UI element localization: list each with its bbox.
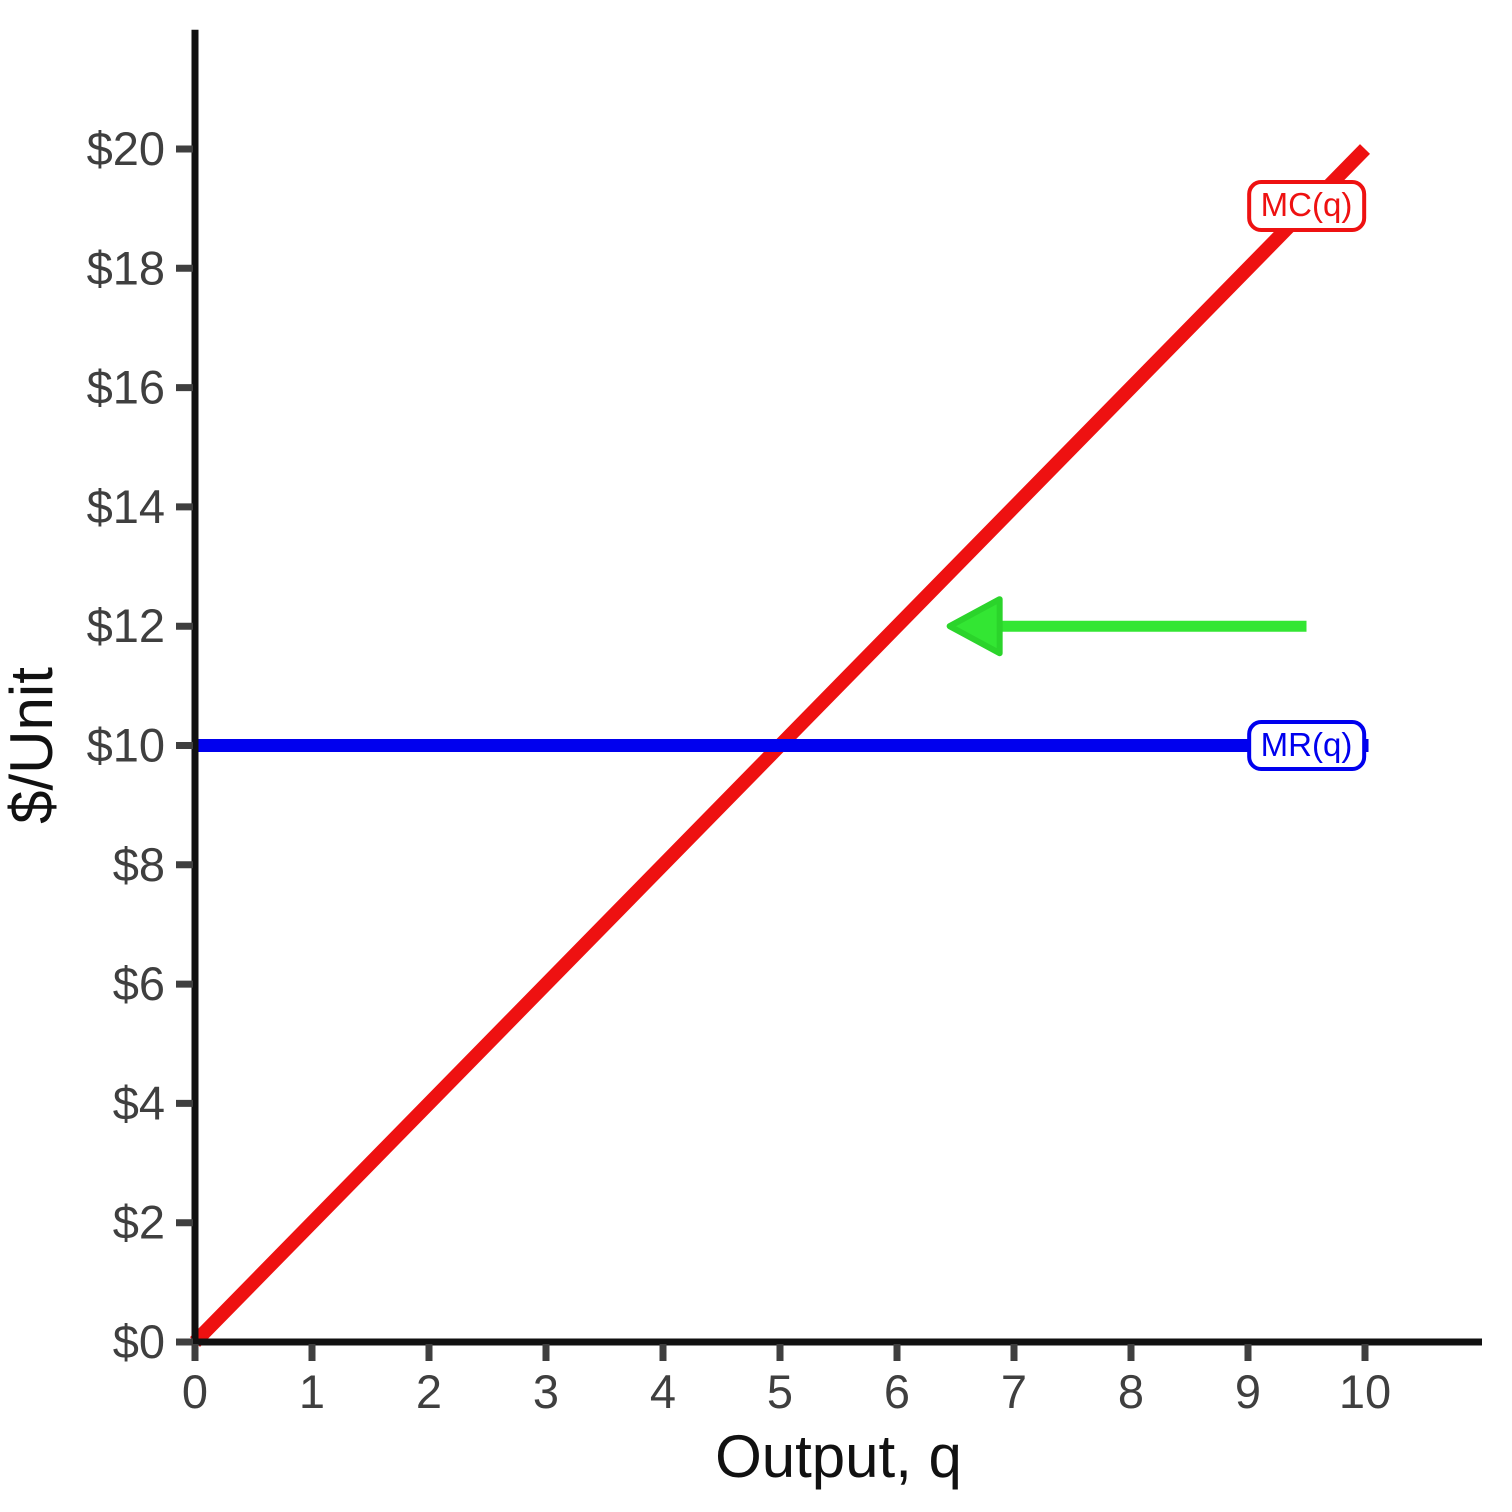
y-axis-title: $/Unit <box>0 667 65 824</box>
x-tick-label: 8 <box>1118 1365 1144 1418</box>
y-tick-label: $16 <box>87 361 165 414</box>
x-tick-label: 3 <box>533 1365 559 1418</box>
y-tick-label: $2 <box>113 1196 165 1249</box>
x-tick-label: 1 <box>299 1365 325 1418</box>
y-tick-label: $0 <box>113 1315 165 1368</box>
arrow-head <box>946 596 1003 657</box>
y-tick-label: $6 <box>113 957 165 1010</box>
y-tick-label: $12 <box>87 599 165 652</box>
mc-curve-label: MC(q) <box>1246 179 1367 232</box>
x-tick-label: 7 <box>1001 1365 1027 1418</box>
x-tick-label: 10 <box>1339 1365 1391 1418</box>
y-tick-label: $20 <box>87 122 165 175</box>
x-tick-label: 4 <box>650 1365 676 1418</box>
y-tick-label: $14 <box>87 480 165 533</box>
x-tick-label: 2 <box>416 1365 442 1418</box>
x-tick-label: 5 <box>767 1365 793 1418</box>
y-tick-label: $10 <box>87 719 165 772</box>
y-tick-label: $18 <box>87 241 165 294</box>
y-tick-label: $4 <box>113 1076 165 1129</box>
x-tick-label: 0 <box>182 1365 208 1418</box>
y-tick-label: $8 <box>113 838 165 891</box>
x-tick-label: 6 <box>884 1365 910 1418</box>
x-axis-title: Output, q <box>715 1423 962 1490</box>
mr-curve-label: MR(q) <box>1246 719 1367 772</box>
x-tick-label: 9 <box>1235 1365 1261 1418</box>
